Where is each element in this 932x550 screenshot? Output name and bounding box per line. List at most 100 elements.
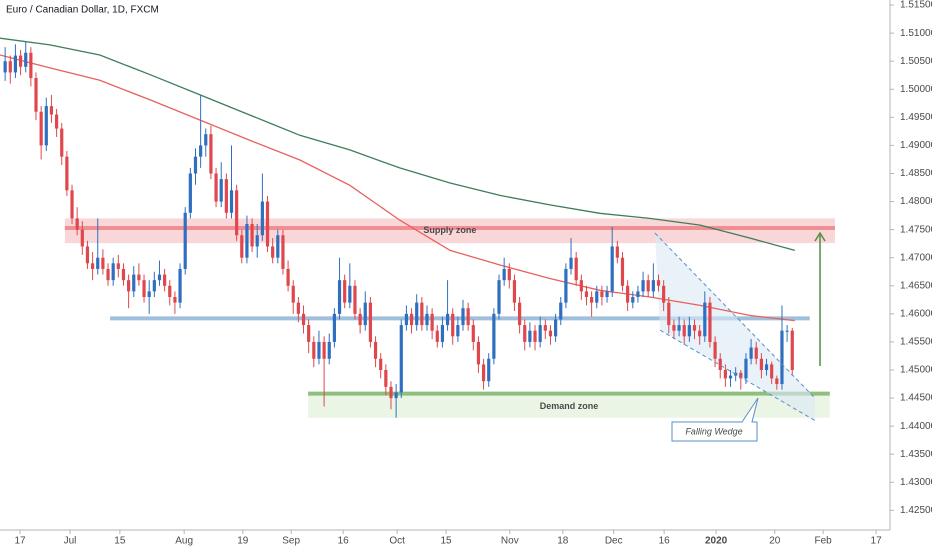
moving-average	[0, 37, 795, 252]
y-tick-label: 1.46500	[900, 280, 932, 291]
x-tick-label: Sep	[282, 536, 300, 547]
y-tick-label: 1.51500	[900, 0, 932, 11]
candle-body	[163, 274, 167, 286]
wedge-line	[659, 329, 816, 421]
candle-body	[476, 341, 481, 365]
candle-body	[698, 330, 702, 337]
candle-body	[523, 325, 527, 342]
candle-body	[538, 325, 542, 342]
candle-body	[759, 358, 763, 370]
x-tick-label: Oct	[389, 536, 405, 547]
candle-body	[147, 291, 151, 298]
candle-body	[451, 313, 455, 337]
candle-body	[121, 268, 126, 281]
x-tick-label: Jul	[64, 536, 77, 547]
candle-body	[445, 313, 450, 326]
x-tick-label: 2020	[705, 536, 728, 547]
wedge-line	[654, 232, 816, 399]
candle-body	[183, 212, 187, 269]
candle-body	[425, 313, 429, 326]
candle-body	[672, 325, 676, 331]
candle-body	[379, 358, 383, 370]
y-tick-label: 1.51000	[900, 28, 932, 39]
y-tick-label: 1.48500	[900, 168, 932, 179]
candle-body	[3, 61, 7, 73]
candle-body	[363, 302, 367, 326]
candle-body	[641, 280, 645, 292]
candle-body	[590, 297, 594, 303]
candle-body	[404, 313, 409, 326]
x-tick-label: 15	[114, 536, 126, 547]
candle-body	[291, 285, 295, 303]
candle-body	[723, 369, 727, 379]
candle-body	[224, 179, 228, 213]
candle-body	[271, 246, 275, 258]
candle-body	[317, 341, 321, 359]
candle-body	[584, 291, 589, 298]
candle-body	[440, 325, 445, 342]
x-tick-label: 20	[769, 536, 781, 547]
candle-body	[517, 302, 522, 326]
candle-body	[502, 268, 506, 281]
candle-body	[49, 106, 54, 115]
candle-body	[492, 313, 496, 359]
candle-body	[255, 235, 259, 247]
candle-body	[713, 341, 717, 359]
candle-body	[574, 257, 578, 281]
candle-body	[682, 325, 686, 337]
candle-body	[229, 190, 234, 213]
candle-body	[193, 156, 198, 174]
candle-body	[204, 134, 208, 146]
candle-body	[219, 179, 223, 202]
callout	[671, 397, 759, 442]
candle-body	[80, 229, 84, 247]
candle-body	[157, 274, 162, 281]
candle-body	[24, 52, 28, 67]
candle-body	[358, 313, 362, 326]
candle-body	[188, 173, 192, 213]
candle-body	[240, 235, 244, 258]
candle-body	[481, 364, 486, 382]
candle-body	[728, 375, 733, 379]
candle-body	[543, 325, 547, 331]
candle-body	[91, 263, 95, 269]
zone-label: Demand zone	[540, 401, 599, 411]
candle-body	[651, 280, 655, 292]
candle-body	[44, 106, 48, 146]
y-tick-label: 1.49500	[900, 112, 932, 123]
candle-body	[394, 392, 398, 399]
candle-body	[85, 246, 90, 264]
candle-body	[296, 302, 300, 314]
candle-body	[415, 302, 419, 326]
candle-body	[754, 347, 758, 359]
candle-body	[343, 280, 347, 303]
candle-body	[60, 128, 64, 157]
candle-body	[111, 263, 115, 281]
x-tick-label: 16	[338, 536, 350, 547]
y-tick-label: 1.42500	[900, 505, 932, 516]
candle-body	[636, 291, 640, 298]
candle-body	[332, 313, 336, 342]
x-tick-label: 17	[871, 536, 883, 547]
candle-body	[276, 235, 280, 258]
candle-body	[127, 280, 131, 292]
candle-body	[409, 313, 414, 326]
candle-body	[368, 302, 373, 342]
candle-body	[564, 268, 568, 303]
candle-body	[487, 358, 491, 382]
candle-body	[528, 330, 532, 342]
candle-body	[656, 280, 661, 286]
candle-body	[615, 246, 619, 258]
candle-body	[389, 386, 393, 399]
x-tick-label: Nov	[501, 536, 519, 547]
y-tick-label: 1.44500	[900, 393, 932, 404]
candle-body	[235, 190, 239, 236]
candle-body	[199, 145, 203, 157]
candle-body	[533, 330, 537, 342]
candle-body	[286, 268, 290, 286]
candle-body	[595, 291, 599, 303]
y-tick-label: 1.50500	[900, 56, 932, 67]
candle-body	[18, 55, 23, 67]
candle-body	[605, 291, 609, 298]
candle-body	[610, 246, 614, 292]
